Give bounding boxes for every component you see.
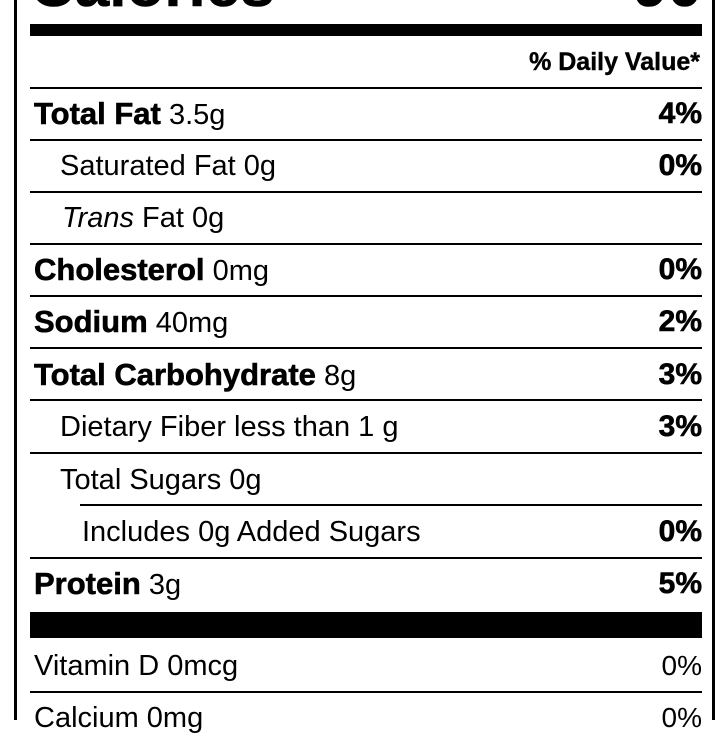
nutrient-row: Total Carbohydrate 8g 3% xyxy=(34,355,703,395)
daily-value: 5% xyxy=(658,567,702,601)
daily-value-heading: % Daily Value* xyxy=(529,48,700,76)
nutrient-name: Cholesterol xyxy=(34,252,205,288)
nutrient-amount: 3.5g xyxy=(168,99,226,131)
thick-bar xyxy=(30,612,702,638)
nutrient-row: Saturated Fat 0g 0% xyxy=(60,146,702,186)
daily-value: 0% xyxy=(661,702,702,733)
daily-value: 0% xyxy=(658,253,702,287)
nutrient-amount: 40mg xyxy=(155,307,229,339)
nutrient-amount: 0mg xyxy=(212,255,270,287)
nutrient-name: Total Sugars 0g xyxy=(60,464,262,496)
nutrient-name-italic: Trans xyxy=(62,202,134,234)
divider xyxy=(80,504,702,506)
nutrient-row: Total Sugars 0g xyxy=(60,460,702,500)
label-border-left xyxy=(14,0,17,720)
vitamin-row: Calcium 0mg 0% xyxy=(34,698,702,738)
thick-bar xyxy=(30,24,702,36)
nutrient-row: Cholesterol 0mg 0% xyxy=(34,250,703,290)
divider xyxy=(30,139,702,141)
daily-value: 0% xyxy=(658,515,702,549)
label-border-right xyxy=(712,0,715,720)
nutrient-name: Total Fat xyxy=(34,96,161,132)
nutrient-row: Trans Fat 0g xyxy=(62,198,702,238)
nutrient-name: Fat 0g xyxy=(142,202,225,234)
daily-value: 4% xyxy=(658,97,702,131)
nutrient-row: Includes 0g Added Sugars 0% xyxy=(82,512,702,552)
nutrient-name: Sodium xyxy=(34,304,148,340)
daily-value: 3% xyxy=(658,410,702,444)
daily-value: 0% xyxy=(661,650,702,681)
nutrient-name: Protein xyxy=(34,566,141,602)
nutrient-amount: 3g xyxy=(148,569,182,601)
divider xyxy=(30,691,702,693)
nutrient-row: Total Fat 3.5g 4% xyxy=(34,94,703,134)
nutrient-name: Total Carbohydrate xyxy=(34,357,317,393)
nutrient-name: Dietary Fiber less than 1 g xyxy=(60,411,399,443)
page: Calories 90 % Daily Value* Total Fat 3.5… xyxy=(14,0,715,734)
divider xyxy=(30,191,702,193)
daily-value: 2% xyxy=(658,305,702,339)
nutrient-name: Includes 0g Added Sugars xyxy=(82,516,421,548)
calories-value: 90 xyxy=(633,0,703,17)
nutrient-amount: 8g xyxy=(323,360,357,392)
calories-label: Calories xyxy=(30,0,275,17)
divider xyxy=(30,295,702,297)
divider xyxy=(30,243,702,245)
divider xyxy=(30,347,702,349)
daily-value: 3% xyxy=(658,358,702,392)
daily-value: 0% xyxy=(658,149,702,183)
vitamin-name: Vitamin D 0mcg xyxy=(34,650,239,682)
vitamin-row: Vitamin D 0mcg 0% xyxy=(34,646,702,686)
nutrient-name: Saturated Fat 0g xyxy=(60,150,277,182)
divider xyxy=(30,452,702,454)
divider xyxy=(30,87,702,89)
divider xyxy=(30,557,702,559)
nutrient-row: Sodium 40mg 2% xyxy=(34,302,703,342)
nutrient-row: Protein 3g 5% xyxy=(34,564,703,604)
nutrient-row: Dietary Fiber less than 1 g 3% xyxy=(60,407,702,447)
vitamin-name: Calcium 0mg xyxy=(34,702,204,734)
divider xyxy=(30,399,702,401)
